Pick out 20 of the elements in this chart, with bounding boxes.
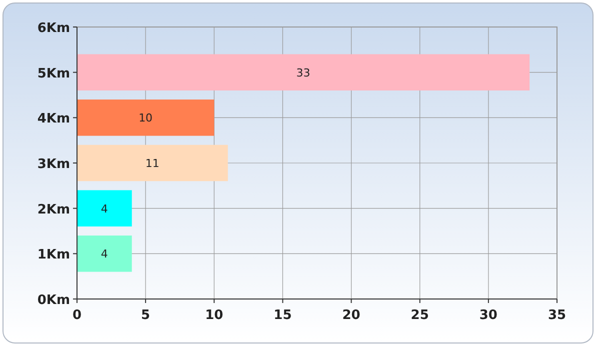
- x-tick-label: 20: [342, 308, 360, 323]
- y-tick-label: 0Km: [37, 293, 70, 308]
- data-label: 33: [296, 66, 310, 80]
- x-tick-label: 35: [548, 308, 566, 323]
- y-tick-label: 2Km: [37, 202, 70, 218]
- y-tick-label: 5Km: [37, 66, 70, 82]
- x-tick-label: 15: [274, 308, 292, 323]
- data-label: 10: [138, 112, 153, 125]
- x-tick-label: 30: [479, 308, 498, 323]
- y-tick-label: 1Km: [37, 248, 70, 263]
- x-tick-label: 10: [205, 308, 224, 323]
- y-tick-label: 6Km: [37, 21, 70, 36]
- y-tick-label: 4Km: [37, 112, 70, 127]
- y-tick-label: 3Km: [37, 157, 70, 172]
- data-label: 11: [145, 157, 160, 170]
- data-label: 4: [100, 248, 108, 261]
- data-label: 4: [100, 202, 108, 216]
- x-tick-label: 5: [141, 308, 150, 323]
- x-tick-label: 0: [72, 308, 82, 323]
- x-tick-label: 25: [410, 308, 429, 323]
